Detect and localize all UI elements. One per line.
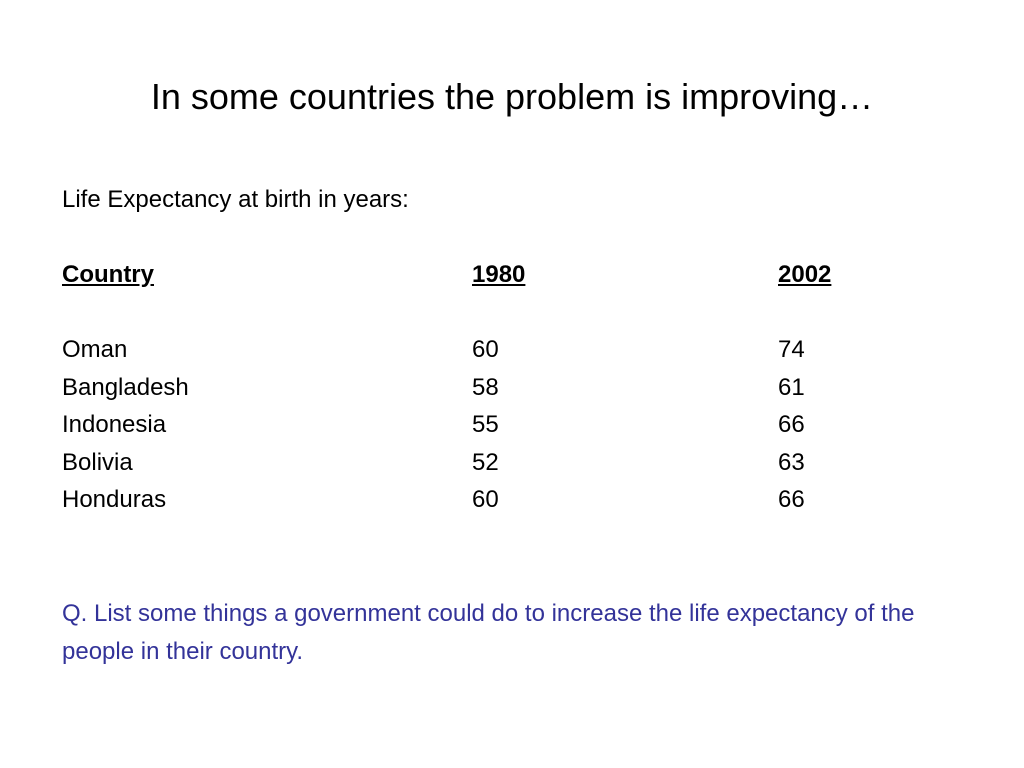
table-header-row: Country 1980 2002 [62, 260, 962, 298]
table-row: Bangladesh 58 61 [62, 373, 962, 411]
country-cell: Honduras [62, 486, 167, 513]
value-2002-cell: 63 [778, 448, 805, 476]
table-caption: Life Expectancy at birth in years: [62, 186, 409, 213]
value-1980-cell: 60 [472, 336, 499, 363]
value-1980-cell: 55 [472, 411, 499, 438]
country-cell: Oman [62, 336, 128, 363]
country-cell: Indonesia [62, 411, 167, 438]
value-2002-cell: 66 [778, 486, 805, 513]
header-country: Country [62, 261, 154, 288]
value-2002-cell: 66 [778, 411, 805, 438]
value-1980-cell: 60 [472, 486, 499, 513]
header-2002: 2002 [778, 261, 832, 288]
value-2002-cell: 61 [778, 373, 805, 401]
discussion-question: Q. List some things a government could d… [62, 600, 915, 665]
slide-title: In some countries the problem is improvi… [150, 76, 874, 117]
table-row: Honduras 60 66 [62, 485, 962, 523]
country-cell: Bangladesh [62, 373, 189, 401]
value-2002-cell: 74 [778, 336, 805, 363]
table-row: Indonesia 55 66 [62, 410, 962, 448]
value-1980-cell: 58 [472, 373, 499, 401]
value-1980-cell: 52 [472, 448, 499, 476]
header-1980: 1980 [472, 261, 526, 288]
table-row: Bolivia 52 63 [62, 448, 962, 486]
table-row: Oman 60 74 [62, 335, 962, 373]
life-expectancy-table: Country 1980 2002 Oman 60 74 Bangladesh … [62, 260, 962, 523]
country-cell: Bolivia [62, 448, 133, 476]
